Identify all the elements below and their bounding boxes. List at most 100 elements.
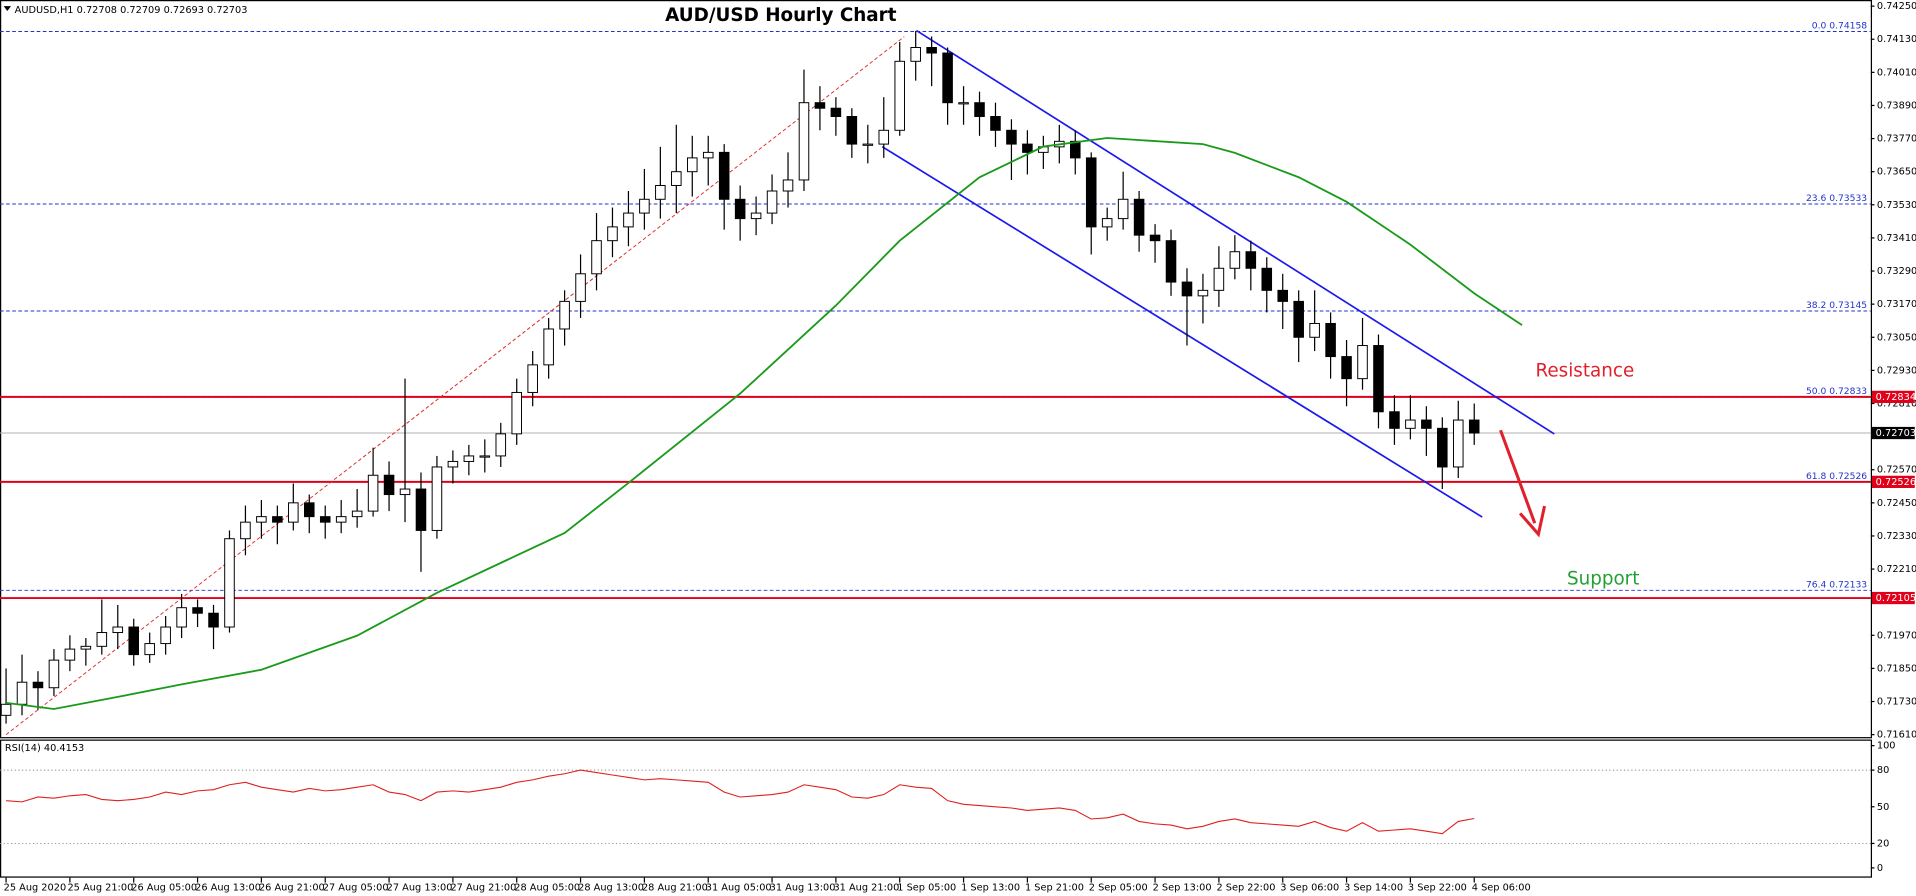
y-tick-label: 0.72810 xyxy=(1877,398,1916,409)
x-tick-label: 4 Sep 06:00 xyxy=(1472,882,1531,893)
candle-body xyxy=(990,116,1001,131)
candle-body xyxy=(447,460,459,468)
rsi-line xyxy=(6,769,1475,835)
candle-body xyxy=(1277,289,1289,302)
candle-body xyxy=(607,226,618,242)
y-tick-label: 0.74250 xyxy=(1877,1,1916,12)
x-tick-label: 31 Aug 21:00 xyxy=(833,882,899,893)
candle-body xyxy=(639,198,650,214)
x-tick-label: 27 Aug 05:00 xyxy=(323,882,389,893)
candle-body xyxy=(878,129,890,145)
x-tick-label: 28 Aug 05:00 xyxy=(514,882,580,893)
annotation: Support xyxy=(1567,568,1639,589)
candle-body xyxy=(511,391,523,435)
current-price-label: 0.72703 xyxy=(1876,428,1916,439)
candle-body xyxy=(272,516,283,523)
candle-body xyxy=(894,60,906,131)
channel-upper xyxy=(915,29,1555,435)
y-tick-label: 0.73650 xyxy=(1877,167,1916,178)
y-tick-label: 0.72210 xyxy=(1877,564,1916,575)
x-tick-label: 28 Aug 21:00 xyxy=(642,882,708,893)
rsi-panel xyxy=(0,739,1873,878)
fib-label: 0.0 0.74158 xyxy=(1812,20,1868,31)
x-tick-label: 1 Sep 21:00 xyxy=(1025,882,1084,893)
candle-body xyxy=(942,52,953,104)
arrow-head xyxy=(1518,505,1547,538)
candle-body xyxy=(830,107,842,117)
candle-body xyxy=(479,455,491,458)
x-tick-label: 26 Aug 13:00 xyxy=(195,882,261,893)
candle-body xyxy=(974,102,985,117)
candle-body xyxy=(415,488,427,531)
y-tick-label: 0.73170 xyxy=(1877,299,1916,310)
x-tick-label: 3 Sep 14:00 xyxy=(1344,882,1403,893)
y-tick-label: 0.71850 xyxy=(1877,663,1916,674)
level-box xyxy=(1872,591,1915,605)
level-box-label: 0.72526 xyxy=(1876,477,1916,488)
y-tick-label: 0.72330 xyxy=(1877,531,1916,542)
candle-body xyxy=(1149,234,1161,242)
candle-body xyxy=(718,151,730,200)
current-price-box xyxy=(1872,426,1915,440)
candle-body xyxy=(1325,322,1336,358)
x-tick-label: 31 Aug 13:00 xyxy=(770,882,836,893)
x-tick-label: 27 Aug 21:00 xyxy=(450,882,516,893)
level-box xyxy=(1872,390,1915,403)
candle-body xyxy=(798,102,810,181)
candle-body xyxy=(958,102,969,105)
fib-label: 23.6 0.73533 xyxy=(1806,193,1867,204)
candle-body xyxy=(319,516,331,523)
x-tick-label: 28 Aug 13:00 xyxy=(578,882,644,893)
candle-body xyxy=(1373,345,1384,413)
candle-body xyxy=(702,151,714,159)
header-icon xyxy=(3,6,11,12)
candle-body xyxy=(1101,218,1113,228)
y-tick-label: 0.73410 xyxy=(1877,233,1916,244)
candle-body xyxy=(575,273,586,302)
candle-body xyxy=(1213,267,1225,291)
y-tick-label: 0.72570 xyxy=(1877,465,1916,476)
annotation: Resistance xyxy=(1535,361,1634,382)
trend-line xyxy=(5,36,905,736)
candle-body xyxy=(208,612,219,628)
candle-body xyxy=(1341,356,1352,380)
x-tick-label: 2 Sep 13:00 xyxy=(1153,882,1212,893)
candle-body xyxy=(383,474,395,496)
y-tick-label: 0.73050 xyxy=(1877,332,1916,343)
candle-body xyxy=(32,681,44,689)
candle-body xyxy=(543,328,554,366)
candle-body xyxy=(1085,157,1097,228)
candle-body xyxy=(1245,251,1257,269)
candle-body xyxy=(240,521,251,540)
candle-body xyxy=(782,179,794,192)
moving-average xyxy=(5,137,1523,710)
y-tick-label: 0.73290 xyxy=(1877,266,1916,277)
x-tick-label: 3 Sep 22:00 xyxy=(1408,882,1467,893)
candle-body xyxy=(351,510,363,518)
chart-header: AUDUSD,H1 0.72708 0.72709 0.72693 0.7270… xyxy=(15,5,248,16)
arrow-shaft xyxy=(1499,429,1537,524)
x-tick-label: 2 Sep 22:00 xyxy=(1216,882,1275,893)
candle-body xyxy=(224,538,235,628)
candle-body xyxy=(926,47,937,54)
candle-body xyxy=(559,300,570,330)
x-tick-label: 26 Aug 05:00 xyxy=(131,882,197,893)
y-tick-label: 20 xyxy=(1877,838,1889,849)
candle-body xyxy=(367,474,379,512)
candle-body xyxy=(1357,345,1368,380)
fib-label: 38.2 0.73145 xyxy=(1806,300,1867,311)
candle-body xyxy=(734,198,746,220)
candle-body xyxy=(1421,419,1432,429)
y-tick-label: 0.71610 xyxy=(1877,730,1916,741)
candle-body xyxy=(1405,419,1416,429)
x-tick-label: 26 Aug 21:00 xyxy=(259,882,325,893)
candle-body xyxy=(1437,427,1448,468)
candle-body xyxy=(846,116,858,145)
candle-body xyxy=(1309,322,1320,338)
y-tick-label: 0.74010 xyxy=(1877,67,1916,78)
candle-body xyxy=(288,502,299,523)
candle-body xyxy=(112,626,124,634)
candle-body xyxy=(0,703,12,716)
x-tick-label: 25 Aug 2020 xyxy=(4,882,67,893)
candle-body xyxy=(527,364,538,393)
